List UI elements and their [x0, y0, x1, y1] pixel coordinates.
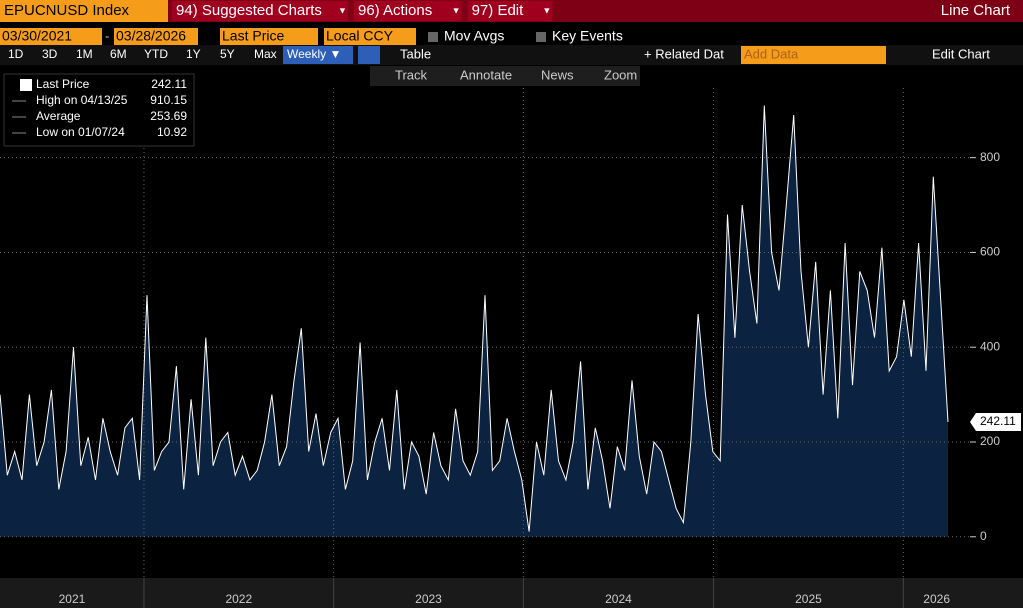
- input-text: Local CCY: [326, 28, 394, 44]
- checkbox[interactable]: [536, 32, 546, 42]
- period-button[interactable]: 1Y: [186, 47, 201, 61]
- legend-label: Low on 01/07/24: [36, 125, 125, 139]
- dash: -: [105, 28, 109, 43]
- period-button[interactable]: Max: [254, 47, 277, 61]
- tool-button[interactable]: Zoom: [604, 67, 637, 82]
- legend-value: 10.92: [157, 125, 187, 139]
- y-tick-label: 0: [980, 529, 987, 543]
- last-value-label: 242.11: [980, 414, 1016, 428]
- input-text: 03/28/2026: [116, 28, 186, 44]
- y-tick-label: 200: [980, 434, 1000, 448]
- legend-swatch: [20, 79, 32, 91]
- input-field[interactable]: [0, 28, 102, 45]
- period-button[interactable]: 1M: [76, 47, 93, 61]
- option-label: Key Events: [552, 28, 623, 44]
- input-field[interactable]: [324, 28, 416, 45]
- x-tick-label: 2021: [59, 592, 86, 606]
- menu-button[interactable]: [172, 1, 348, 21]
- period-button[interactable]: 6M: [110, 47, 127, 61]
- legend-value: 253.69: [150, 109, 187, 123]
- line: [0, 105, 949, 532]
- legend-value: 910.15: [150, 93, 187, 107]
- frequency: Weekly ▼: [287, 47, 341, 61]
- chart-icon[interactable]: [358, 46, 380, 64]
- input-field[interactable]: [114, 28, 198, 45]
- menu-arrow: ▼: [542, 5, 551, 15]
- menu-label: 94) Suggested Charts: [176, 2, 322, 19]
- tool-button[interactable]: Track: [395, 67, 428, 82]
- input-field[interactable]: [220, 28, 318, 45]
- x-tick-label: 2025: [795, 592, 822, 606]
- x-tick-label: 2023: [415, 592, 442, 606]
- y-tick-label: 600: [980, 245, 1000, 259]
- legend-box: [3, 73, 195, 147]
- menu-label: 97) Edit: [472, 2, 525, 19]
- menu-arrow: ▼: [338, 5, 347, 15]
- menu-label: 96) Actions: [358, 2, 432, 19]
- period-button[interactable]: 1D: [8, 47, 24, 61]
- tool-button[interactable]: Annotate: [460, 67, 512, 82]
- option-label: Mov Avgs: [444, 28, 504, 44]
- legend-value: 242.11: [151, 77, 187, 91]
- x-tick-label: 2024: [605, 592, 632, 606]
- last-value-tag: [970, 413, 1021, 432]
- checkbox[interactable]: [428, 32, 438, 42]
- tool-bar: [370, 66, 640, 86]
- period-button[interactable]: 5Y: [220, 47, 235, 61]
- legend-label: High on 04/13/25: [36, 93, 128, 107]
- menu-button[interactable]: [354, 1, 462, 21]
- add-data: Add Data: [744, 46, 799, 61]
- area: [0, 105, 948, 537]
- period-button[interactable]: YTD: [144, 47, 168, 61]
- legend-label: Average: [36, 109, 81, 123]
- x-axis-strip: [0, 578, 1023, 608]
- edit-chart[interactable]: Edit Chart: [932, 46, 990, 61]
- menu-arrow: ▼: [452, 5, 461, 15]
- menu-button[interactable]: [467, 1, 553, 21]
- tool-button[interactable]: News: [541, 67, 574, 82]
- x-tick-label: 2022: [225, 592, 252, 606]
- legend-label: Last Price: [36, 77, 90, 91]
- table-button[interactable]: Table: [400, 46, 431, 61]
- security-box[interactable]: [0, 0, 168, 22]
- view: Line Chart: [941, 2, 1011, 19]
- x-tick-label: 2026: [923, 592, 950, 606]
- input-text: 03/30/2021: [2, 28, 72, 44]
- related[interactable]: + Related Dat: [644, 46, 724, 61]
- add-data-box[interactable]: [741, 46, 886, 64]
- y-tick-label: 400: [980, 339, 1000, 353]
- input-text: Last Price: [222, 28, 284, 44]
- frequency-box[interactable]: [283, 46, 353, 64]
- y-tick-label: 800: [980, 150, 1000, 164]
- security: EPUCNUSD Index: [4, 2, 130, 19]
- period-button[interactable]: 3D: [42, 47, 58, 61]
